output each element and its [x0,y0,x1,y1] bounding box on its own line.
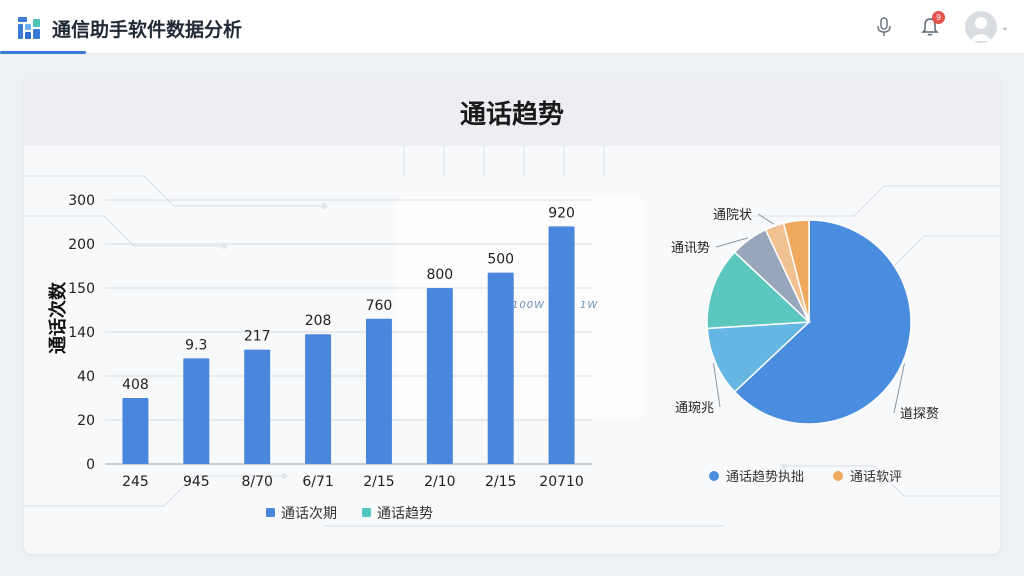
bar [122,398,149,464]
legend-swatch [362,508,371,517]
bar [183,358,210,464]
pie-slice [782,219,810,323]
bar-data-label: 760 [366,298,393,314]
chevron-down-icon: ⌄ [1000,21,1010,33]
y-tick-label: 20 [77,413,95,429]
bar [426,288,453,464]
app-title: 通信助手软件数据分析 [52,19,243,41]
x-tick-label: 2/15 [363,474,394,490]
wave-label-1: 100W [512,300,545,311]
x-tick-label: 2/10 [424,474,455,490]
pie-slice [706,321,812,393]
legend-swatch [709,471,719,481]
pie-leader-line [893,363,905,414]
pie-slice-label: 道探赘 [900,406,939,422]
y-tick-label: 0 [86,457,95,473]
legend-label: 通话趋势 [377,506,433,522]
pie-leader-line [757,213,775,225]
bar [365,318,392,464]
y-tick-label: 300 [68,193,95,209]
microphone-button[interactable] [870,13,898,41]
legend-label: 通话次期 [281,506,337,522]
x-tick-label: 245 [122,474,149,490]
pie-leader-line [713,363,721,408]
legend-swatch [833,471,843,481]
wave-label-2: 1W [580,300,599,311]
bar [548,226,575,464]
x-tick-label: 6/71 [302,474,333,490]
x-tick-label: 2/15 [485,474,516,490]
legend-label: 通话趋势执拙 [726,469,804,485]
bar-data-label: 408 [122,377,149,393]
bar-data-label: 9.3 [185,337,207,353]
user-menu[interactable]: ⌄ [962,11,1012,43]
pie-slice-label: 通院状 [713,208,752,223]
grid-logo-icon [18,17,40,39]
circuit-background [24,146,1000,527]
avatar-icon [964,11,997,43]
bar-data-label: 800 [426,267,453,283]
bar [244,349,271,464]
bar [487,272,514,464]
card-header-band [24,74,1000,146]
pie-slice [733,219,912,425]
page-title: 通话趋势 [459,100,564,130]
notification-button[interactable]: 9 [916,11,945,41]
x-tick-label: 20710 [539,474,584,490]
y-tick-label: 140 [68,325,95,341]
y-tick-label: 200 [68,237,95,253]
pie-leader-line [715,237,749,248]
bar [305,334,332,464]
legend-swatch [266,508,275,517]
header-accent-line [0,51,86,54]
bar-data-label: 208 [305,313,332,329]
y-tick-label: 40 [77,369,95,385]
pie-slice [706,251,811,330]
microphone-icon [877,17,891,36]
x-tick-label: 8/70 [241,474,272,490]
bar-data-label: 920 [548,205,575,221]
bar-data-label: 500 [487,252,514,268]
pie-slice-label: 通琬兆 [675,400,714,416]
notification-badge: 9 [932,11,945,24]
y-axis-label: 通话次数 [47,281,69,354]
app-header: 通信助手软件数据分析 9 ⌄ [0,0,1024,54]
legend-label: 通话软评 [850,470,902,485]
y-tick-label: 150 [68,281,95,297]
bar-data-label: 217 [244,329,271,345]
pie-slice-label: 通讯势 [671,240,710,256]
x-tick-label: 945 [183,474,210,490]
